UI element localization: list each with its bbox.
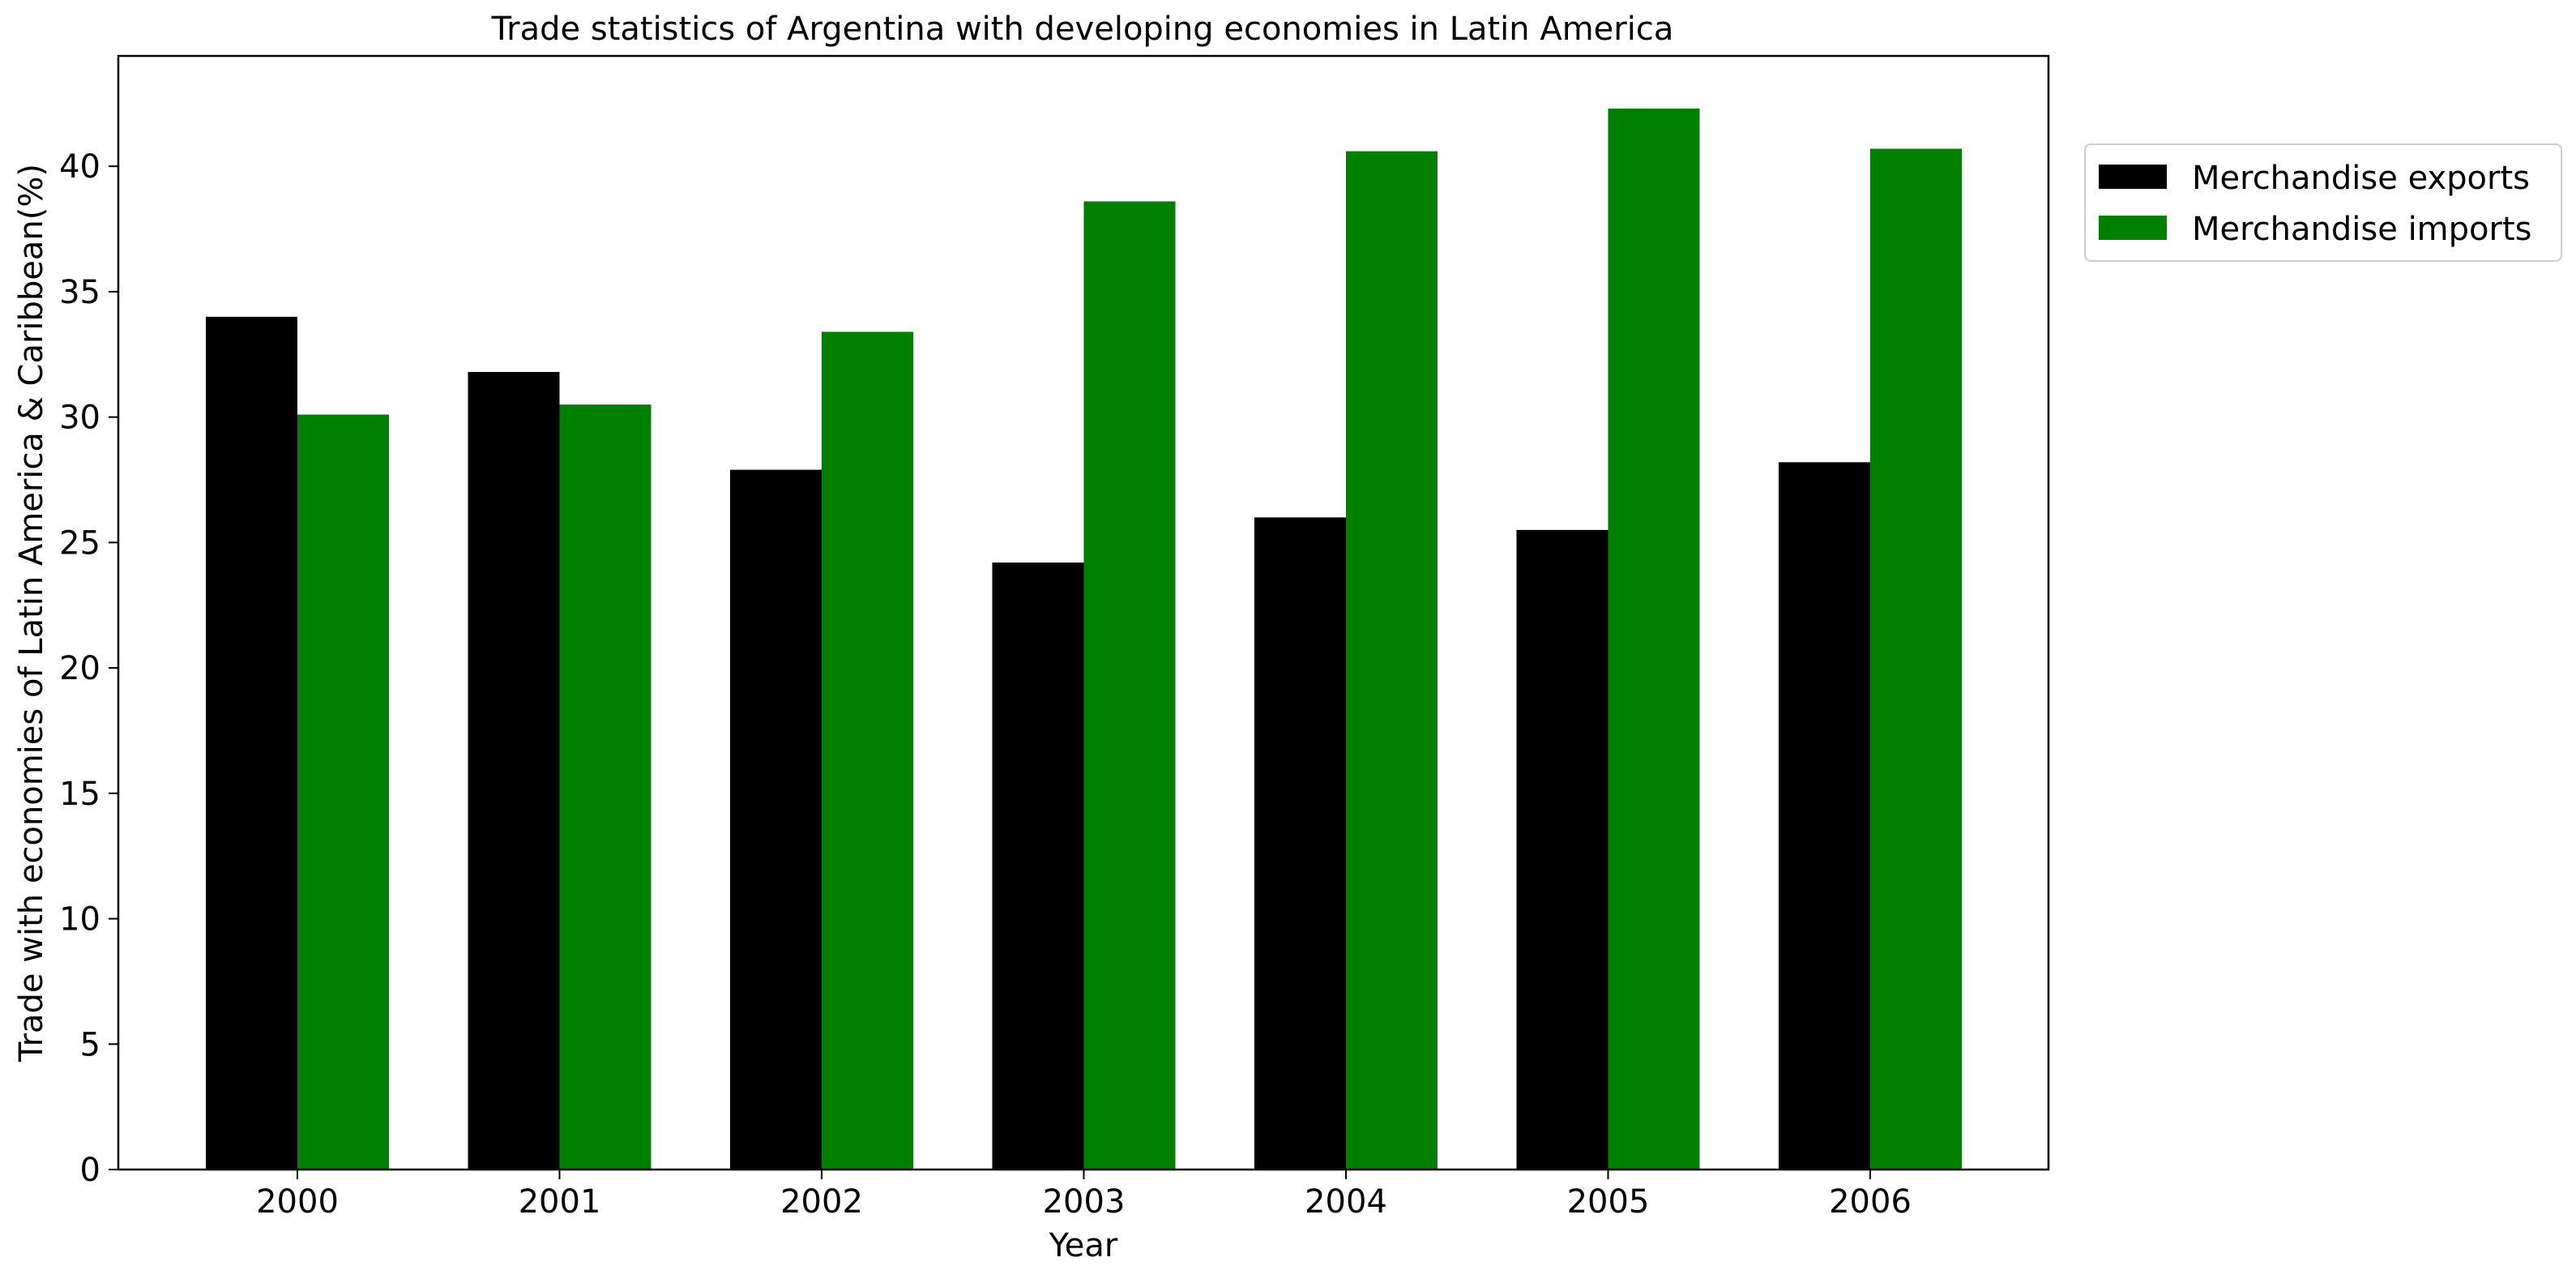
legend-swatch-imports: [2099, 216, 2167, 240]
y-axis-label: Trade with economies of Latin America & …: [13, 164, 50, 1063]
y-tick-label: 25: [59, 524, 100, 562]
x-tick-label-2006: 2006: [1829, 1183, 1912, 1221]
bar-imports-2006: [1870, 148, 1962, 1170]
y-tick-label: 40: [59, 148, 100, 186]
legend-label-imports: Merchandise imports: [2192, 211, 2531, 248]
y-tick-label: 15: [59, 776, 100, 813]
legend-box: [2084, 143, 2562, 262]
bar-imports-2001: [559, 404, 651, 1170]
bar-exports-2000: [206, 316, 297, 1170]
legend-swatch-exports: [2099, 165, 2167, 189]
x-tick-label-2000: 2000: [256, 1183, 339, 1221]
bar-imports-2004: [1346, 151, 1438, 1170]
bar-exports-2006: [1779, 462, 1870, 1170]
bar-exports-2005: [1516, 529, 1608, 1170]
y-tick-label: 5: [80, 1026, 100, 1063]
legend-label-exports: Merchandise exports: [2192, 160, 2530, 197]
bar-imports-2002: [822, 331, 913, 1170]
y-tick-label: 20: [59, 650, 100, 687]
y-tick-label: 0: [80, 1152, 100, 1189]
x-axis-label: Year: [1049, 1227, 1118, 1264]
x-tick-label-2003: 2003: [1043, 1183, 1126, 1221]
bar-exports-2001: [468, 371, 560, 1170]
bar-imports-2000: [297, 414, 389, 1170]
bar-exports-2002: [730, 469, 822, 1170]
y-tick-label: 35: [59, 274, 100, 311]
x-tick-label-2001: 2001: [519, 1183, 601, 1221]
y-tick-label: 30: [59, 400, 100, 437]
bar-exports-2004: [1254, 517, 1346, 1170]
chart-title: Trade statistics of Argentina with devel…: [491, 11, 1674, 48]
x-tick-label-2002: 2002: [780, 1183, 863, 1221]
bars-group: [206, 108, 1962, 1170]
bar-exports-2003: [992, 562, 1084, 1170]
x-tick-label-2005: 2005: [1567, 1183, 1650, 1221]
bar-imports-2005: [1608, 108, 1700, 1170]
y-tick-label: 10: [59, 901, 100, 939]
x-axis-ticks: 2000 2001 2002 2003 2004 2005 2006: [256, 1170, 1912, 1221]
x-tick-label-2004: 2004: [1305, 1183, 1387, 1221]
legend: Merchandise exports Merchandise imports: [2084, 143, 2562, 262]
y-axis-ticks: 0 5 10 15 20 25 30 35 40: [59, 148, 118, 1189]
bar-imports-2003: [1083, 201, 1176, 1170]
